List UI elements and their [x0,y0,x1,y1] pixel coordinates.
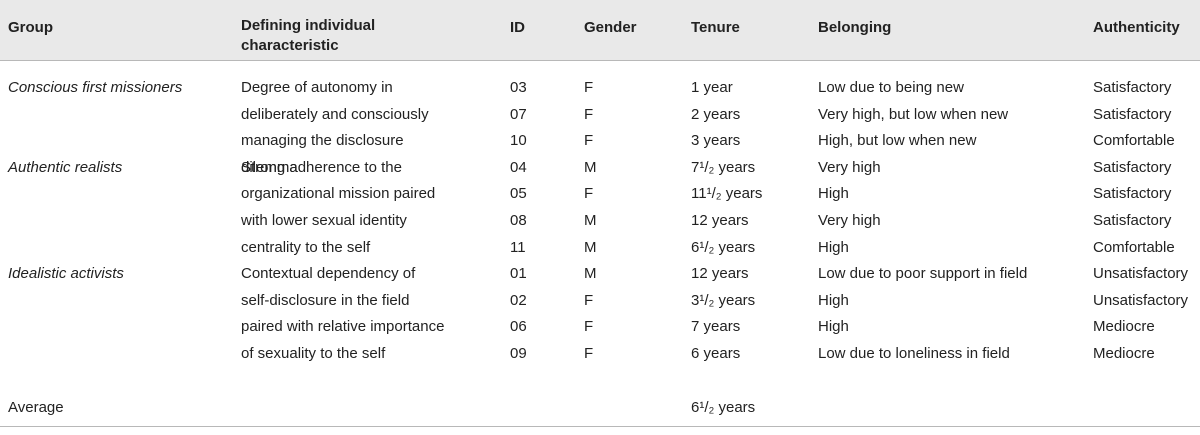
cell-id: 09 [510,345,527,362]
cell-tenure: 3 years [691,132,741,150]
cell-belonging: High, but low when new [818,132,977,150]
average-label: Average [8,399,64,416]
cell-authenticity: Satisfactory [1093,79,1172,96]
cell-belonging: Low due to poor support in field [818,265,1028,283]
cell-tenure: 11¹/₂ years [691,185,763,203]
cell-belonging: Very high [818,212,881,229]
cell-belonging: Very high [818,158,881,176]
cell-authenticity: Satisfactory [1093,185,1172,203]
cell-id: 02 [510,291,527,309]
characteristic-line: deliberately and consciously [241,105,429,123]
header-authenticity: Authenticity [1093,19,1180,36]
group-name: Conscious first missioners [8,79,183,96]
cell-belonging: High [818,238,849,256]
characteristic-line: of sexuality to the self [241,345,386,362]
cell-id: 01 [510,265,527,283]
cell-tenure: 1 year [691,79,733,96]
cell-authenticity: Satisfactory [1093,105,1172,123]
cell-belonging: High [818,185,849,203]
cell-tenure: 3¹/₂ years [691,291,756,309]
cell-tenure: 7¹/₂ years [691,158,756,176]
table-header: Group Defining individual characteristic… [0,0,1200,61]
cell-gender: F [584,105,594,123]
characteristic-line: organizational mission paired [241,185,436,203]
cell-tenure: 2 years [691,105,741,123]
group-name: Idealistic activists [8,265,124,283]
characteristic-line: Degree of autonomy in [241,79,393,96]
cell-tenure: 12 years [691,212,749,229]
cell-authenticity: Comfortable [1093,238,1175,256]
cell-authenticity: Comfortable [1093,132,1175,150]
group-name: Authentic realists [8,158,123,176]
cell-gender: F [584,318,594,336]
cell-id: 10 [510,132,527,150]
cell-id: 06 [510,318,527,336]
table-bottom-rule [0,426,1200,427]
cell-gender: M [584,212,597,229]
characteristic-line: paired with relative importance [241,318,445,336]
header-group: Group [8,19,53,36]
cell-id: 05 [510,185,527,203]
cell-id: 03 [510,79,527,96]
cell-gender: M [584,158,597,176]
cell-authenticity: Satisfactory [1093,212,1172,229]
cell-gender: F [584,132,594,150]
cell-id: 04 [510,158,527,176]
header-id: ID [510,19,525,36]
cell-authenticity: Unsatisfactory [1093,265,1189,283]
cell-belonging: High [818,318,849,336]
cell-id: 07 [510,105,527,123]
header-tenure: Tenure [691,19,740,36]
characteristic-line: managing the disclosure [241,132,404,150]
cell-authenticity: Mediocre [1093,345,1155,362]
cell-authenticity: Mediocre [1093,318,1155,336]
cell-tenure: 6 years [691,345,741,362]
cell-gender: F [584,79,594,96]
cell-gender: M [584,265,597,283]
cell-belonging: Low due to being new [818,79,964,96]
header-belonging: Belonging [818,19,892,36]
cell-id: 11 [510,238,526,256]
cell-belonging: Low due to loneliness in field [818,345,1010,362]
cell-tenure: 6¹/₂ years [691,238,756,256]
cell-gender: F [584,185,594,203]
cell-id: 08 [510,212,527,229]
cell-belonging: High [818,291,849,309]
average-tenure: 6¹/₂ years [691,399,756,416]
header-characteristic-line2: characteristic [241,37,339,54]
cell-authenticity: Satisfactory [1093,158,1172,176]
cell-tenure: 7 years [691,318,741,336]
header-gender: Gender [584,19,637,36]
characteristic-line: Strong adherence to the [241,158,402,176]
characteristic-line: with lower sexual identity [241,212,407,229]
cell-gender: M [584,238,597,256]
header-characteristic-line1: Defining individual [241,17,376,34]
characteristic-line: self-disclosure in the field [241,291,410,309]
cell-gender: F [584,345,594,362]
characteristic-line: Contextual dependency of [241,265,416,283]
cell-belonging: Very high, but low when new [818,105,1009,123]
characteristic-line: dilemma [241,158,298,176]
characteristic-line: centrality to the self [241,238,371,256]
cell-gender: F [584,291,594,309]
cell-authenticity: Unsatisfactory [1093,291,1189,309]
cell-tenure: 12 years [691,265,749,283]
